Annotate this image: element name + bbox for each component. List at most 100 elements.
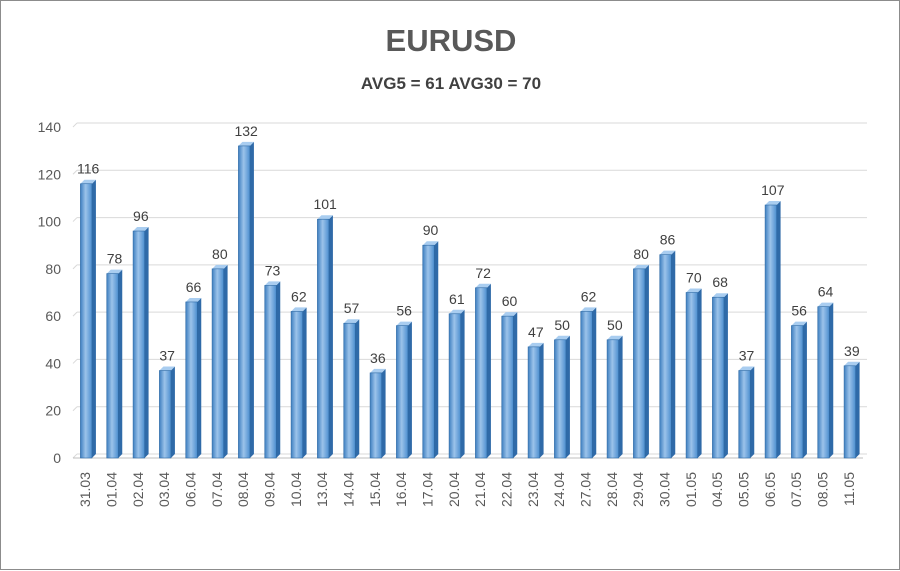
bar	[369, 368, 386, 459]
bar-side	[776, 201, 781, 458]
gridlines	[72, 122, 867, 459]
bar-side	[223, 264, 228, 458]
bar-side	[355, 319, 360, 458]
data-label: 50	[607, 317, 623, 333]
bar-top	[238, 141, 254, 146]
y-tick-label: 60	[45, 308, 61, 324]
bar-front	[448, 313, 461, 459]
bar-top	[212, 264, 228, 269]
bar-top	[607, 335, 623, 340]
data-label: 73	[265, 262, 281, 278]
x-tick-label: 27.04	[578, 472, 594, 507]
bar-top	[317, 215, 333, 220]
bar-front	[211, 268, 224, 459]
gridline-depth	[72, 169, 78, 175]
bar-side	[750, 366, 755, 458]
bar-top	[106, 269, 123, 274]
bar-front	[554, 339, 567, 459]
x-tick-label: 21.04	[472, 472, 488, 507]
bar-top	[370, 368, 386, 373]
data-label: 39	[844, 343, 860, 359]
bar-top	[185, 297, 202, 302]
bar-side	[460, 309, 465, 458]
bar-top	[686, 288, 702, 293]
bar-front	[606, 339, 619, 459]
x-tick-label: 30.04	[657, 472, 673, 507]
bar-front	[633, 268, 646, 459]
x-tick-label: 08.04	[235, 472, 251, 507]
x-tick-label: 15.04	[367, 472, 383, 507]
bar-top	[580, 307, 597, 312]
x-tick-label: 23.04	[525, 472, 541, 507]
data-labels: 116 78 96 37 66 80 132 73 62 101 57 36 56 90 61 72 60 47 5…	[77, 123, 860, 366]
bar-side	[118, 269, 123, 458]
chart-subtitle: AVG5 = 61 AVG30 = 70	[360, 74, 542, 93]
x-tick-label: 05.05	[736, 472, 752, 507]
y-tick-label: 140	[38, 119, 62, 135]
x-axis: 31.03 01.04 02.04 03.04 06.04 07.04 08.04 09.04…	[77, 472, 857, 507]
bar-front	[290, 311, 303, 459]
bar-top	[396, 321, 412, 326]
bar-side	[486, 283, 491, 458]
x-tick-label: 17.04	[420, 472, 436, 507]
x-tick-label: 06.05	[762, 472, 778, 507]
data-label: 60	[502, 293, 518, 309]
bar	[817, 302, 834, 459]
x-tick-label: 07.05	[788, 472, 804, 507]
bar	[475, 283, 491, 459]
bar-front	[843, 365, 856, 459]
bar-front	[80, 183, 93, 459]
x-tick-label: 09.04	[262, 472, 278, 507]
bar-side	[539, 342, 544, 458]
bar-side	[592, 307, 597, 458]
bar-front	[475, 287, 488, 459]
bar-front	[159, 370, 172, 459]
gridline-depth	[72, 264, 78, 270]
x-tick-label: 03.04	[156, 472, 172, 507]
bar-side	[855, 361, 860, 458]
bar	[633, 264, 649, 459]
bar	[80, 179, 96, 459]
bar	[580, 307, 597, 459]
data-label: 86	[660, 232, 676, 248]
data-label: 62	[581, 288, 597, 304]
bar-side	[802, 321, 807, 458]
bar	[290, 307, 307, 459]
bar	[264, 281, 281, 459]
bars	[80, 141, 860, 459]
bar-front	[396, 325, 409, 459]
bar-side	[276, 281, 281, 458]
x-tick-label: 04.05	[709, 472, 725, 507]
x-tick-label: 11.05	[841, 472, 857, 506]
bar-side	[328, 215, 333, 458]
bar-top	[449, 309, 465, 314]
bar-front	[317, 218, 330, 459]
bar-front	[685, 292, 698, 459]
bar	[448, 309, 465, 459]
bar	[712, 293, 728, 459]
data-label: 70	[686, 270, 702, 286]
bar	[685, 288, 702, 459]
bar-front	[712, 296, 725, 459]
x-tick-label: 16.04	[393, 472, 409, 507]
data-label: 132	[234, 123, 258, 139]
y-tick-label: 20	[45, 403, 61, 419]
bar-side	[644, 264, 649, 458]
bar-front	[580, 311, 593, 459]
gridline-depth	[72, 122, 78, 128]
bar-front	[764, 204, 777, 459]
bar-side	[197, 297, 202, 458]
data-label: 62	[291, 288, 307, 304]
bar-front	[738, 370, 751, 459]
gridline-depth	[72, 311, 78, 317]
bar-front	[501, 315, 514, 459]
bar	[791, 321, 807, 459]
data-label: 66	[186, 279, 202, 295]
bar-top	[633, 264, 649, 269]
bar-front	[106, 273, 119, 459]
bar-front	[369, 372, 382, 459]
data-label: 107	[761, 182, 785, 198]
data-label: 80	[633, 246, 649, 262]
